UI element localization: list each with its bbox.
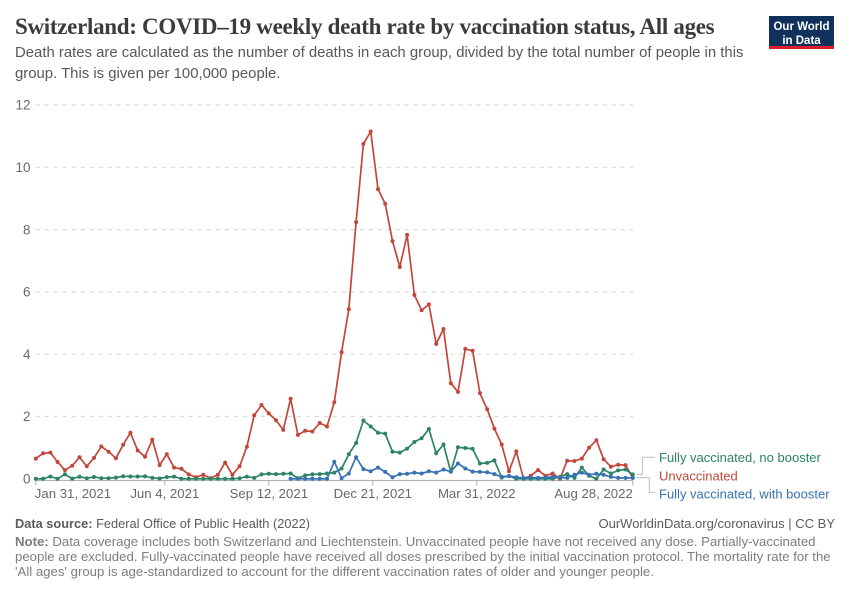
svg-text:Fully vaccinated, with booster: Fully vaccinated, with booster	[659, 487, 830, 502]
svg-text:Jan 31, 2021: Jan 31, 2021	[35, 486, 111, 501]
svg-text:0: 0	[23, 472, 31, 487]
svg-text:4: 4	[23, 347, 31, 362]
svg-text:10: 10	[15, 160, 30, 175]
svg-text:Fully vaccinated, no booster: Fully vaccinated, no booster	[659, 450, 822, 465]
svg-text:2: 2	[23, 409, 31, 424]
svg-text:6: 6	[23, 285, 31, 300]
svg-text:Unvaccinated: Unvaccinated	[659, 469, 738, 484]
svg-text:Aug 28, 2022: Aug 28, 2022	[554, 486, 632, 501]
svg-text:Jun 4, 2021: Jun 4, 2021	[130, 486, 199, 501]
svg-text:Mar 31, 2022: Mar 31, 2022	[438, 486, 516, 501]
svg-text:Sep 12, 2021: Sep 12, 2021	[230, 486, 308, 501]
svg-text:Dec 21, 2021: Dec 21, 2021	[334, 486, 412, 501]
svg-text:8: 8	[23, 222, 31, 237]
svg-text:12: 12	[15, 98, 30, 113]
